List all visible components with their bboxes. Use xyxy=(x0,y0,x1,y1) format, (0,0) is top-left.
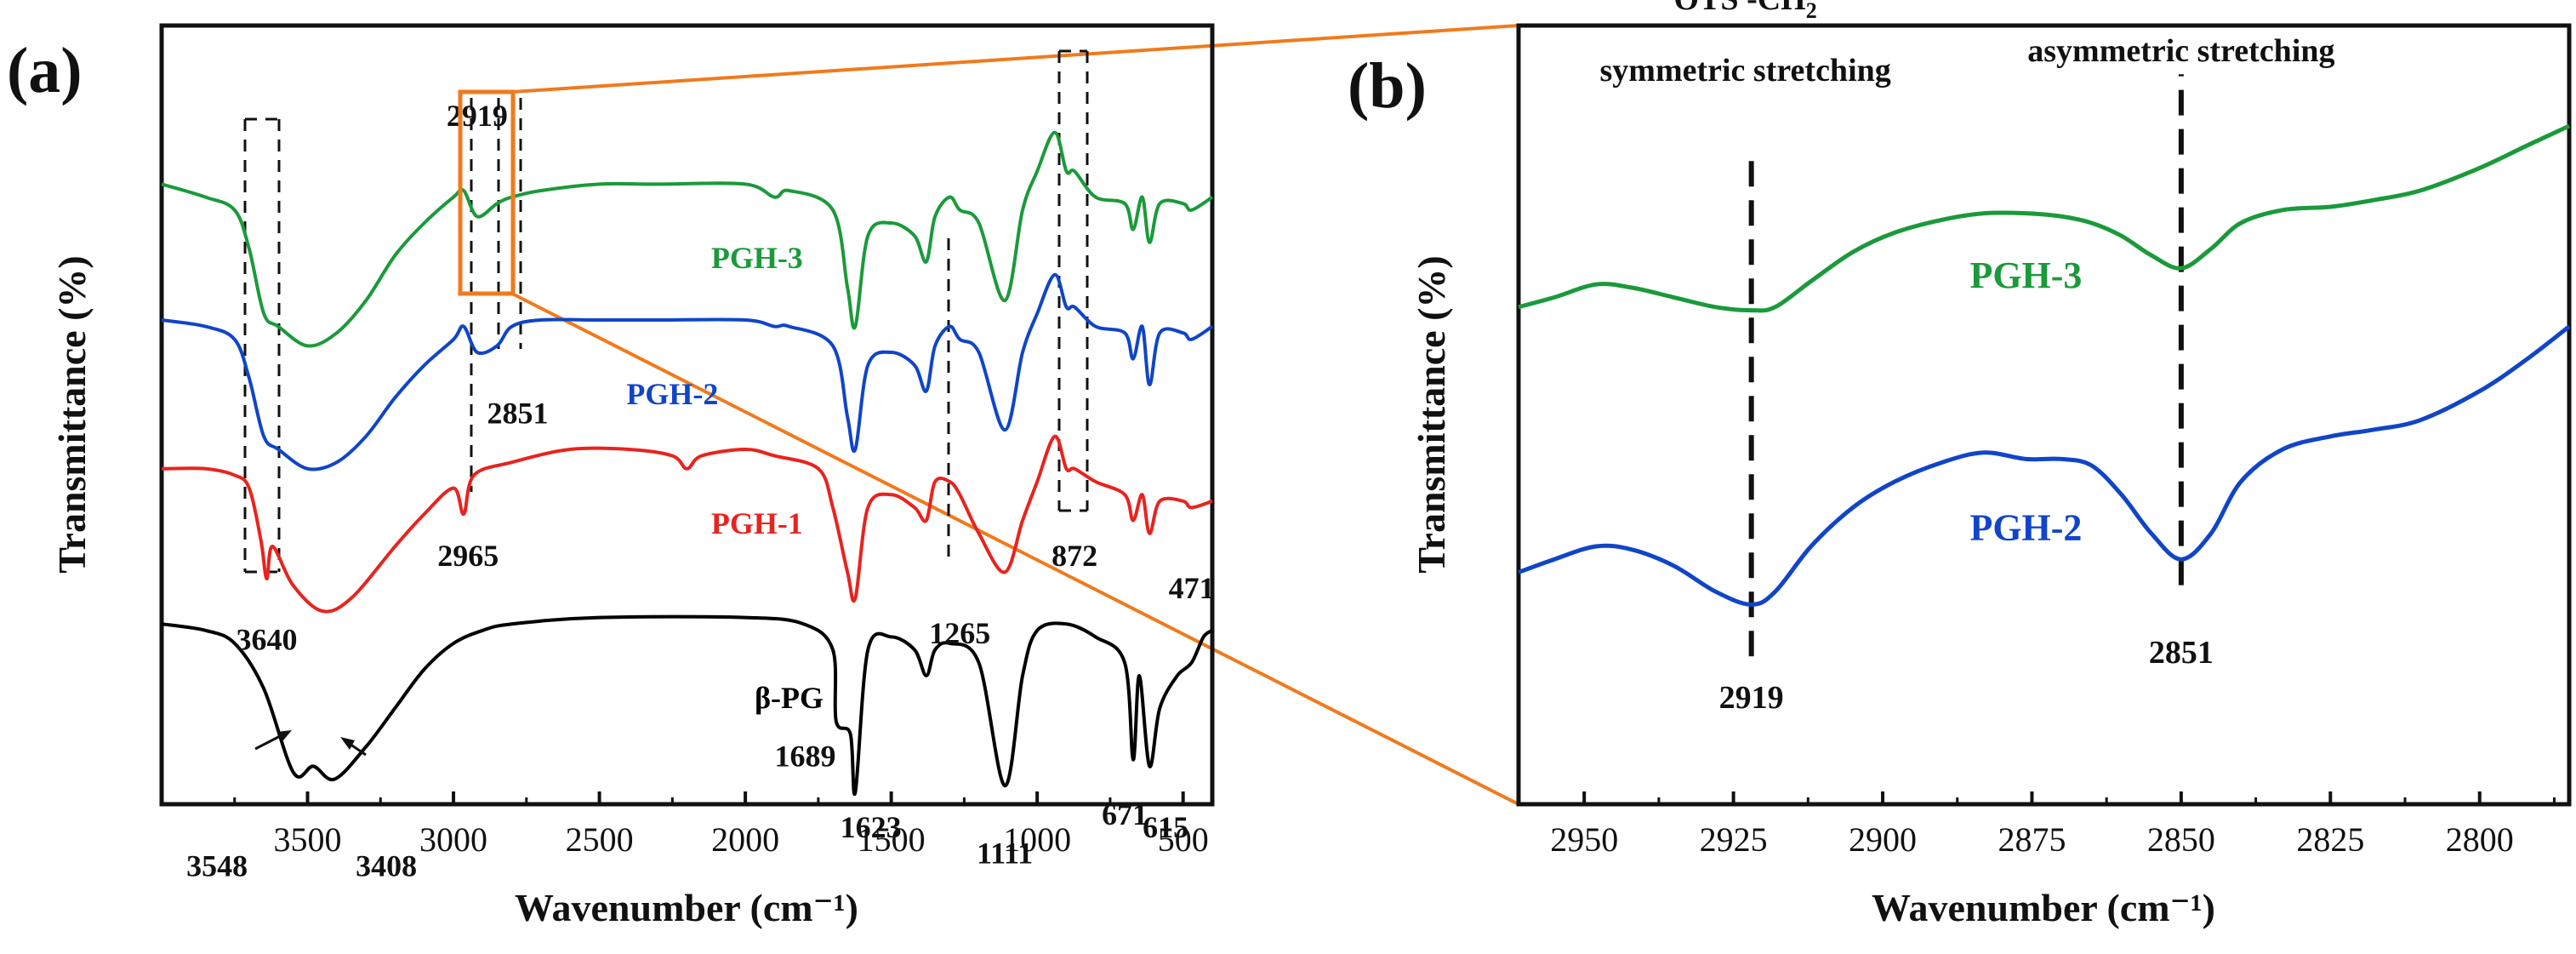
panel-b-label: (b) xyxy=(1348,50,1427,122)
arrow-3408-head xyxy=(340,737,355,750)
x-tick-label-2875: 2875 xyxy=(1998,820,2066,859)
panel-b-series-labels: PGH-3 PGH-2 xyxy=(1969,254,2082,548)
series-line-pgh-2 xyxy=(161,272,1214,471)
x-tick-label-2850: 2850 xyxy=(2147,820,2215,859)
zoom-connector-lines xyxy=(511,24,1519,806)
panel-a-series-labels: PGH-3 PGH-2 PGH-1 β-PG xyxy=(626,241,824,715)
series-line-pgh-1 xyxy=(161,434,1213,614)
annotation-asymmetric-stretching: asymmetric stretching xyxy=(2027,33,2334,69)
panel-b-dashed-markers xyxy=(1748,74,2184,657)
annotation-2919: 2919 xyxy=(1719,680,1784,716)
series-label-beta-pg: β-PG xyxy=(755,681,824,715)
x-tick-label-1000: 1000 xyxy=(1003,820,1071,859)
peak-label-872: 872 xyxy=(1051,539,1097,573)
zoom-box xyxy=(458,89,516,296)
x-tick-label-500: 500 xyxy=(1158,820,1209,859)
panel-a-series xyxy=(161,130,1214,797)
panel-b-x-axis-title: Wavenumber (cm⁻¹) xyxy=(1872,886,2215,929)
peak-label-1623: 1623 xyxy=(841,810,902,844)
x-tick-label-2825: 2825 xyxy=(2296,820,2364,859)
peak-label-1111: 1111 xyxy=(977,836,1033,870)
panel-b-y-axis-title: Transmittance (%) xyxy=(1410,255,1453,573)
series-label-pgh-1: PGH-1 xyxy=(711,506,803,540)
x-tick-label-2925: 2925 xyxy=(1700,820,1768,859)
series-label-pgh-3: PGH-3 xyxy=(1969,254,2082,296)
x-tick-label-1500: 1500 xyxy=(858,820,926,859)
series-label-pgh-2: PGH-2 xyxy=(626,377,718,411)
series-line-pgh-3 xyxy=(161,130,1214,348)
arrow-3548 xyxy=(254,732,286,751)
panel-a-x-axis: 3500 3000 2500 2000 1500 1000 500 xyxy=(233,791,1209,859)
panel-b-annotations: OTS -CH2 symmetric stretching OTS -CH2 asym… xyxy=(1600,0,2335,716)
x-tick-label-2500: 2500 xyxy=(566,820,634,859)
panel-b-chart: 2950 2925 2900 2875 2850 2825 2800 PGH-3PGH-2 … xyxy=(1410,0,2572,929)
x-tick-label-2000: 2000 xyxy=(711,820,779,859)
panel-a-y-axis-title: Transmittance (%) xyxy=(50,255,94,573)
peak-label-3548: 3548 xyxy=(186,849,248,883)
peak-label-3408: 3408 xyxy=(356,849,417,883)
x-tick-label-3000: 3000 xyxy=(419,820,487,859)
panel-a-arrows xyxy=(254,730,367,757)
annotation-ots-ch: OTS -CH2 xyxy=(2110,0,2253,3)
panel-a-plot-frame xyxy=(159,23,1215,807)
x-tick-label-2800: 2800 xyxy=(2446,820,2514,859)
arrow-3548-head xyxy=(277,730,292,740)
panel-b-series xyxy=(1518,123,2571,607)
peak-label-3640: 3640 xyxy=(237,623,298,657)
peak-label-2851: 2851 xyxy=(487,397,549,431)
peak-label-1689: 1689 xyxy=(774,739,835,773)
x-tick-label-2900: 2900 xyxy=(1849,820,1917,859)
panel-a-peak-annotations: 2919 2851 2965 3640 1265 872 471 1689 1623 1111 67… xyxy=(186,99,1214,883)
panel-b-plot-frame xyxy=(1516,23,2572,807)
peak-label-2919: 2919 xyxy=(447,99,508,133)
x-tick-label-2950: 2950 xyxy=(1550,820,1618,859)
zoom-connector-top xyxy=(511,24,1519,94)
panel-b-x-axis: 2950 2925 2900 2875 2850 2825 2800 xyxy=(1550,791,2556,859)
series-line-beta-pg xyxy=(161,614,1214,797)
peak-label-471: 471 xyxy=(1169,571,1215,605)
series-line-pgh-2 xyxy=(1518,324,2571,607)
series-label-pgh-3: PGH-3 xyxy=(711,241,803,275)
peak-label-1265: 1265 xyxy=(929,616,990,650)
panel-a-chart: 3500 3000 2500 2000 1500 1000 500 PGH-3PGH-2PG… xyxy=(50,23,1519,929)
panel-a-label: (a) xyxy=(7,35,83,106)
annotation-symmetric-stretching: symmetric stretching xyxy=(1600,53,1891,89)
panel-a-x-axis-title: Wavenumber (cm⁻¹) xyxy=(515,886,858,929)
x-tick-label-3500: 3500 xyxy=(274,820,342,859)
peak-label-2965: 2965 xyxy=(437,539,499,573)
peak-label-671: 671 xyxy=(1102,797,1148,831)
series-line-pgh-3 xyxy=(1518,123,2571,313)
series-label-pgh-2: PGH-2 xyxy=(1969,506,2082,548)
peak-label-615: 615 xyxy=(1143,810,1188,844)
annotation-ots-ch: OTS -CH2 xyxy=(1674,0,1817,23)
annotation-2851: 2851 xyxy=(2149,635,2214,671)
